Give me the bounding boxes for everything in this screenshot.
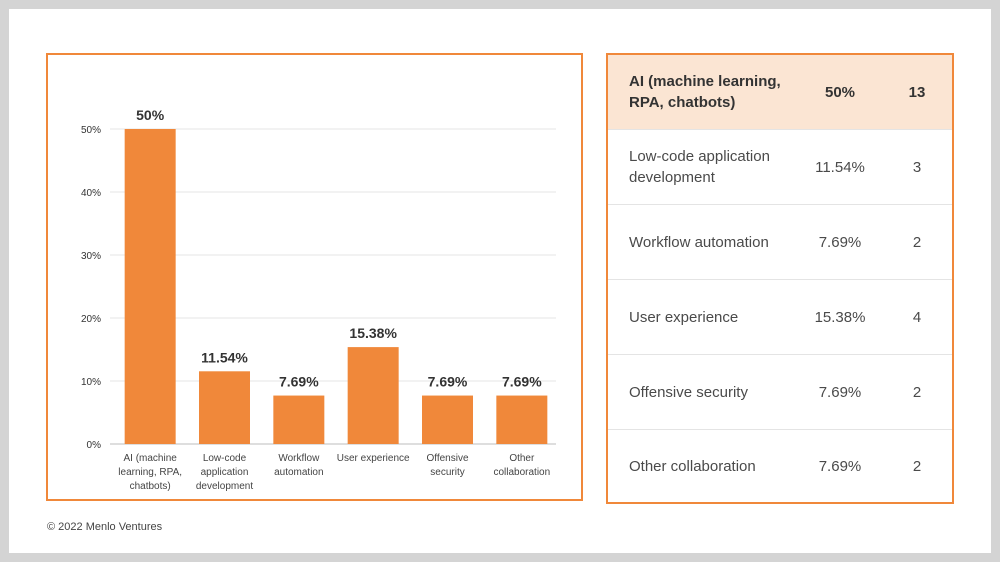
table-row: Workflow automation 7.69% 2 <box>608 205 952 280</box>
row-count: 2 <box>912 457 922 475</box>
x-tick-label: Workflow automation <box>274 453 323 478</box>
bar <box>273 395 325 444</box>
bar <box>496 395 548 444</box>
row-name: AI (machine learning, RPA, chatbots) <box>629 73 781 111</box>
row-name: Low-code application development <box>629 148 770 186</box>
y-tick-label: 50% <box>81 125 101 136</box>
row-name: User experience <box>629 308 739 326</box>
row-percent: 11.54% <box>815 158 865 176</box>
row-name: Workflow automation <box>629 233 769 251</box>
table-row: Other collaboration 7.69% 2 <box>608 430 952 502</box>
x-tick-label: Low-code application development <box>196 453 253 492</box>
row-percent: 7.69% <box>818 233 862 251</box>
row-count: 4 <box>912 308 922 326</box>
row-count: 2 <box>912 233 922 251</box>
table-row: Offensive security 7.69% 2 <box>608 355 952 430</box>
table-row-header: AI (machine learning, RPA, chatbots) 50%… <box>608 55 952 130</box>
x-tick-label: Offensive security <box>426 453 468 478</box>
y-tick-label: 30% <box>81 251 101 262</box>
data-label: 7.69% <box>502 374 542 390</box>
table-row: User experience 15.38% 4 <box>608 280 952 355</box>
data-label: 50% <box>136 107 165 123</box>
slide: 0% 10% 20% 30% 40% 50% 50% AI (machine learning,… <box>9 9 991 553</box>
row-percent: 7.69% <box>818 383 862 401</box>
row-count: 2 <box>912 383 922 401</box>
bar <box>347 347 399 444</box>
x-tick-label: User experience <box>337 453 410 464</box>
bar <box>199 371 250 444</box>
row-percent: 15.38% <box>814 308 866 326</box>
data-label: 15.38% <box>349 325 397 341</box>
bar-chart: 0% 10% 20% 30% 40% 50% 50% AI (machine learning,… <box>81 107 556 492</box>
data-table: AI (machine learning, RPA, chatbots) 50%… <box>606 53 954 504</box>
x-tick-label: Other collaboration <box>493 453 550 478</box>
row-percent: 7.69% <box>818 457 862 475</box>
table-row: Low-code application development 11.54% … <box>608 130 952 205</box>
x-tick-label: AI (machine learning, RPA, chatbots) <box>118 453 182 492</box>
row-name: Other collaboration <box>629 457 756 475</box>
bar <box>422 395 473 444</box>
chart-panel: 0% 10% 20% 30% 40% 50% 50% AI (machine learning,… <box>46 53 583 501</box>
y-tick-label: 10% <box>81 377 101 388</box>
row-count: 13 <box>908 83 926 101</box>
data-label: 7.69% <box>279 374 319 390</box>
data-label: 7.69% <box>428 374 468 390</box>
y-tick-label: 20% <box>81 314 101 325</box>
row-percent: 50% <box>824 83 856 101</box>
row-name: Offensive security <box>629 383 748 401</box>
y-tick-label: 40% <box>81 188 101 199</box>
copyright-footer: © 2022 Menlo Ventures <box>47 521 163 533</box>
y-tick-label: 0% <box>87 440 102 451</box>
bar <box>124 129 176 444</box>
row-count: 3 <box>912 158 922 176</box>
data-label: 11.54% <box>201 349 248 365</box>
